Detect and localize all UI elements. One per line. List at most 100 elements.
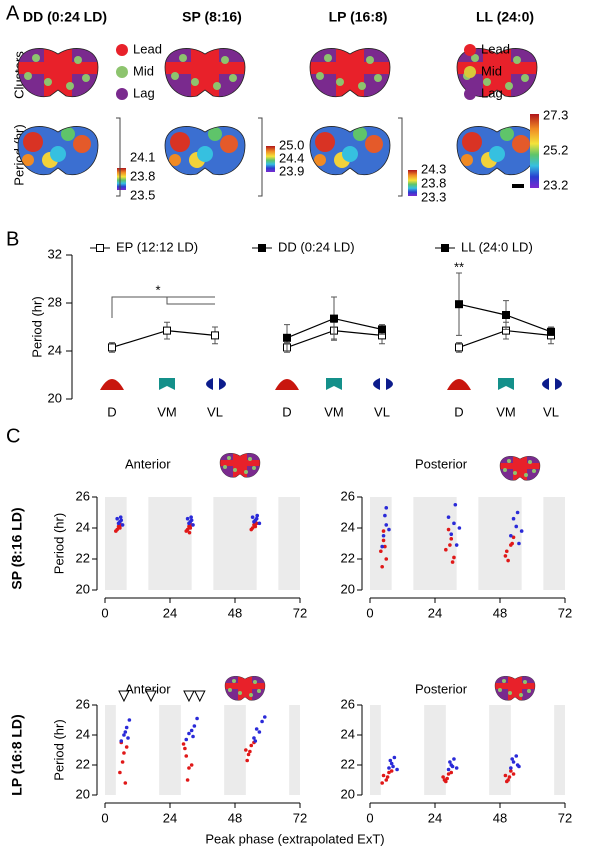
legend-marker [441, 244, 449, 252]
data-point [252, 736, 256, 740]
region [225, 683, 265, 689]
region [374, 74, 382, 82]
data-point [114, 529, 118, 533]
colorbar-label: 24.4 [279, 150, 304, 165]
y-tick-label: 24 [341, 519, 355, 534]
data-point [120, 523, 125, 527]
data-point [257, 730, 262, 734]
region [489, 146, 505, 162]
x-tick-label: 0 [101, 605, 108, 620]
data-point [381, 533, 386, 538]
data-point [185, 778, 190, 782]
data-point [163, 326, 171, 335]
panel-label: C [6, 425, 20, 447]
data-point [184, 754, 189, 758]
colorbar-label: 27.3 [543, 107, 568, 122]
data-point [184, 529, 189, 533]
data-point [187, 530, 192, 535]
region-icon [326, 378, 342, 390]
region [457, 62, 537, 74]
phase-marker [145, 690, 157, 703]
brain-outline [309, 126, 391, 176]
colorbar-label: 23.3 [421, 189, 446, 204]
x-tick-label: 24 [428, 605, 442, 620]
y-axis-label: Period (hr) [51, 513, 66, 574]
region [519, 693, 523, 697]
region [50, 146, 66, 162]
y-tick-label: 22 [76, 550, 90, 565]
data-point [449, 537, 454, 541]
data-point [445, 776, 449, 781]
region [365, 135, 383, 153]
data-point [253, 518, 258, 523]
region [73, 135, 91, 153]
region [324, 54, 332, 62]
data-point [379, 549, 383, 554]
data-point [122, 751, 126, 755]
chart-title: Anterior [125, 456, 171, 471]
column-title: DD (0:24 LD) [23, 9, 107, 25]
panel-label: A [6, 2, 20, 24]
shaded-band [489, 705, 511, 795]
region [213, 82, 221, 90]
data-point [378, 325, 386, 334]
legend-swatch [116, 44, 128, 56]
colorbar [266, 146, 275, 172]
region [471, 54, 479, 62]
region [233, 468, 237, 472]
chart-title: Posterior [415, 456, 468, 471]
legend-marker [258, 244, 266, 252]
legend-marker [96, 244, 104, 252]
data-point [388, 758, 393, 763]
data-point [187, 766, 191, 770]
region [507, 459, 511, 463]
region [22, 154, 34, 166]
x-tick-label: 0 [101, 810, 108, 825]
brain-image [309, 126, 391, 176]
data-point [187, 731, 191, 736]
region [508, 691, 512, 695]
data-point [384, 778, 389, 782]
data-point [108, 343, 116, 352]
shaded-band [159, 705, 181, 795]
region [527, 689, 531, 693]
data-point [510, 757, 514, 761]
data-point [444, 547, 448, 552]
brain-image [17, 126, 99, 176]
region [165, 62, 245, 74]
colorbar-label: 23.8 [421, 175, 446, 190]
data-point [450, 764, 455, 769]
colorbar-label: 23.8 [130, 168, 155, 183]
region [220, 135, 238, 153]
brain-image [494, 676, 536, 701]
region [44, 78, 52, 86]
colorbar-label: 25.2 [543, 142, 568, 157]
region [208, 127, 222, 141]
brain-outline [494, 676, 536, 701]
data-point [457, 526, 462, 530]
x-tick-label: VL [374, 404, 390, 419]
data-point [123, 730, 128, 734]
region [66, 82, 74, 90]
data-point [127, 718, 132, 722]
data-point [188, 520, 193, 524]
data-point [395, 767, 399, 772]
data-point [249, 527, 254, 532]
data-point [389, 761, 394, 766]
y-tick-label: 20 [341, 581, 355, 596]
region [461, 154, 473, 166]
data-point [122, 733, 126, 737]
legend-label: Lead [481, 41, 510, 56]
data-point [383, 513, 387, 518]
data-point [511, 535, 516, 540]
data-point [385, 775, 390, 779]
region [232, 679, 236, 683]
region [316, 72, 324, 80]
data-point [442, 778, 447, 782]
region [353, 127, 367, 141]
data-point [189, 515, 193, 519]
shaded-band [289, 705, 300, 795]
significance-bracket [111, 296, 215, 318]
data-point [257, 521, 262, 526]
